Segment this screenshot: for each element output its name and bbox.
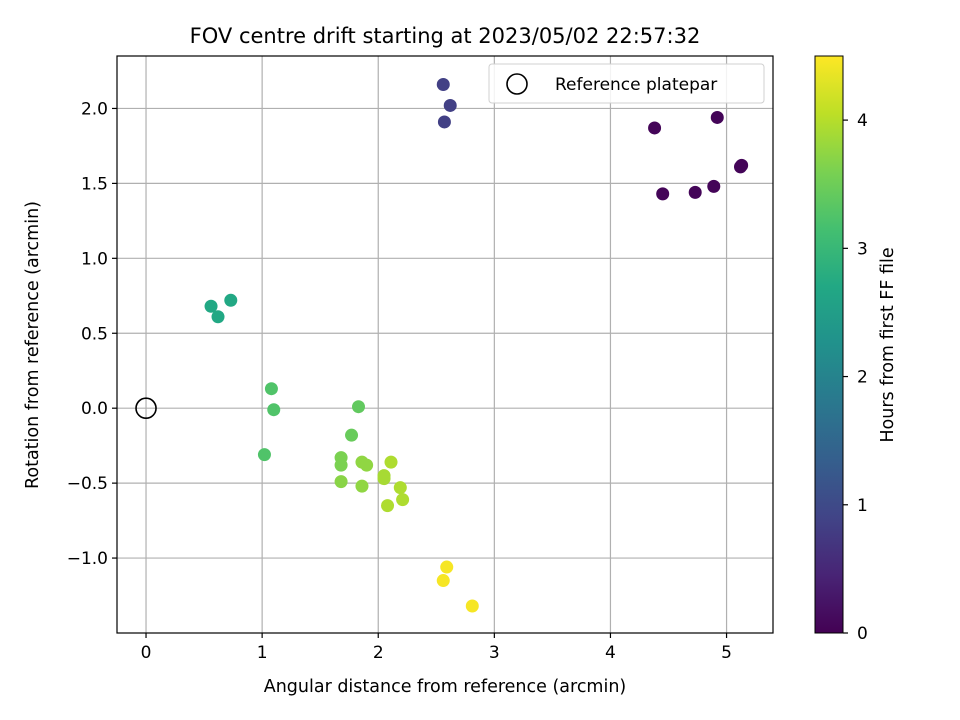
data-point (334, 458, 348, 472)
data-point (710, 110, 724, 124)
y-axis-label: Rotation from reference (arcmin) (23, 201, 43, 489)
y-axis-ticks: −1.0 −0.5 0.0 0.5 1.0 1.5 2.0 (67, 99, 117, 569)
data-point (345, 428, 359, 442)
reference-platepar-marker (135, 397, 157, 419)
data-point (440, 560, 454, 574)
colorbar-tick-label: 2 (857, 368, 868, 388)
colorbar-tick-label: 0 (857, 624, 868, 644)
data-point (436, 574, 450, 588)
data-point (707, 179, 721, 193)
data-point (224, 293, 238, 307)
colorbar-ticks: 0 1 2 3 4 (843, 111, 868, 644)
y-tick-label: 1.0 (81, 249, 108, 269)
x-tick-label: 4 (605, 643, 616, 663)
x-tick-label: 2 (373, 643, 384, 663)
data-point (656, 187, 670, 201)
data-points (204, 77, 749, 613)
data-point (465, 599, 479, 613)
data-point (436, 77, 450, 91)
data-point (355, 479, 369, 493)
y-tick-label: 2.0 (81, 99, 108, 119)
data-point (257, 448, 271, 462)
data-point (204, 299, 218, 313)
y-tick-label: 0.0 (81, 399, 108, 419)
colorbar-tick-label: 1 (857, 496, 868, 516)
x-tick-label: 3 (489, 643, 500, 663)
data-point (688, 185, 702, 199)
data-point (264, 382, 278, 396)
data-point (352, 400, 366, 414)
data-point (393, 481, 407, 495)
data-point (384, 455, 398, 469)
data-point (733, 160, 747, 174)
legend-box (488, 63, 765, 104)
x-axis-label: Angular distance from reference (arcmin) (264, 677, 627, 697)
data-point (648, 121, 662, 135)
x-tick-label: 0 (141, 643, 152, 663)
y-tick-label: 0.5 (81, 324, 108, 344)
legend-label-reference: Reference platepar (555, 75, 717, 95)
data-point (443, 98, 457, 112)
legend-reference-marker (506, 73, 528, 95)
colorbar-tick-label: 3 (857, 239, 868, 259)
y-tick-label: −0.5 (67, 474, 108, 494)
y-tick-label: 1.5 (81, 174, 108, 194)
legend: Reference platepar (488, 63, 765, 104)
data-point (396, 493, 410, 507)
data-point (211, 310, 225, 324)
colorbar-tick-label: 4 (857, 111, 868, 131)
chart-title: FOV centre drift starting at 2023/05/02 … (190, 24, 701, 48)
data-point (267, 403, 281, 417)
x-tick-label: 1 (257, 643, 268, 663)
plot-frame (116, 55, 774, 634)
colorbar-label: Hours from first FF file (878, 247, 898, 442)
data-point (377, 472, 391, 486)
x-tick-label: 5 (721, 643, 732, 663)
grid (117, 56, 773, 633)
colorbar: 0 1 2 3 4 Hours from first FF file (814, 55, 898, 644)
data-point (334, 475, 348, 489)
y-tick-label: −1.0 (67, 549, 108, 569)
data-point (437, 115, 451, 129)
x-axis-ticks: 0 1 2 3 4 5 (141, 633, 732, 663)
data-point (360, 458, 374, 472)
data-point (381, 499, 395, 513)
colorbar-gradient (814, 55, 844, 634)
